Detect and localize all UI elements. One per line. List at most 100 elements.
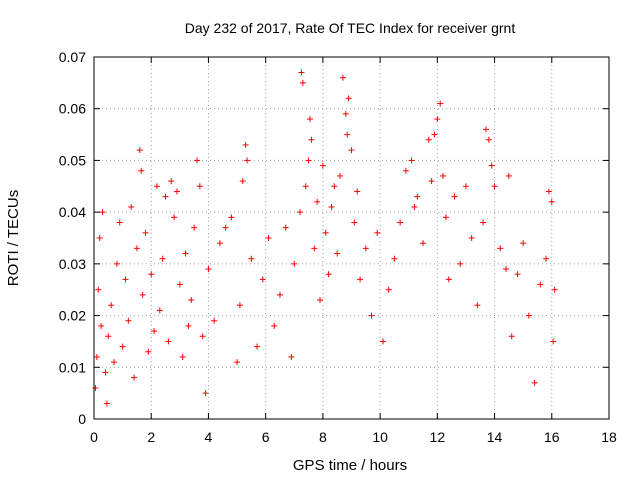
data-point [96, 235, 103, 241]
x-tick-label: 8 [319, 429, 327, 445]
data-point [244, 157, 251, 164]
data-point [299, 79, 306, 86]
data-point [537, 281, 544, 288]
data-point [342, 110, 349, 117]
data-point [194, 157, 200, 164]
data-point [111, 359, 118, 366]
data-point [122, 276, 129, 283]
data-point [451, 193, 458, 200]
data-point [420, 240, 427, 247]
data-point [331, 183, 338, 190]
data-point [497, 245, 504, 252]
data-point [136, 147, 143, 154]
data-point [503, 266, 509, 273]
x-tick-label: 2 [147, 429, 155, 445]
data-point [354, 188, 361, 195]
data-point [325, 271, 332, 278]
data-point [222, 224, 229, 231]
data-point [411, 203, 418, 210]
data-point [434, 116, 441, 123]
data-point [462, 183, 469, 190]
data-point [179, 353, 186, 360]
data-point [357, 276, 364, 283]
data-point [116, 219, 123, 226]
data-point [457, 260, 464, 267]
data-point [173, 188, 180, 195]
data-point [125, 317, 132, 324]
data-point [348, 147, 355, 154]
y-tick-label: 0.06 [59, 101, 86, 117]
data-point [265, 235, 272, 241]
data-point [374, 229, 381, 236]
data-point [397, 219, 404, 226]
data-point [339, 74, 346, 81]
data-point [311, 245, 318, 252]
data-point [228, 214, 235, 221]
plot-frame [93, 56, 610, 420]
data-point [414, 193, 421, 200]
data-point [328, 203, 335, 210]
data-point [291, 260, 298, 267]
data-point [298, 69, 305, 76]
data-point [545, 188, 552, 195]
data-point [242, 141, 249, 148]
y-axis-title: ROTI / TECUs [5, 190, 22, 286]
data-point [305, 157, 312, 164]
data-point [176, 281, 183, 288]
data-point [234, 359, 241, 366]
data-point [337, 172, 344, 179]
data-point [351, 219, 358, 226]
data-point [259, 276, 266, 283]
data-point [514, 271, 521, 278]
data-point [95, 286, 102, 293]
axis-ticks: 0 2 4 6 8 10 12 14 16 18 0 0.01 0.02 0.03 0.04 0.05 0.06… [59, 49, 617, 445]
data-point [282, 224, 289, 231]
data-point [113, 260, 120, 267]
data-point [543, 255, 550, 262]
data-point [185, 322, 192, 329]
data-point [431, 131, 438, 138]
data-point [276, 291, 283, 298]
data-point [322, 229, 329, 236]
data-point [385, 286, 392, 293]
data-point [103, 400, 110, 407]
data-point [156, 307, 163, 314]
data-point [317, 297, 324, 304]
grid-lines [94, 57, 609, 419]
data-point [188, 297, 195, 304]
data-point [119, 343, 126, 350]
data-point [145, 348, 152, 355]
data-point [102, 369, 109, 376]
data-point [131, 374, 138, 381]
data-point [362, 245, 369, 252]
data-point [254, 343, 261, 350]
data-point [216, 240, 223, 247]
data-point [92, 384, 99, 391]
data-point [162, 193, 169, 200]
y-tick-label: 0.05 [59, 152, 86, 168]
data-point [308, 136, 315, 143]
data-point [505, 172, 512, 179]
x-tick-label: 6 [262, 429, 270, 445]
x-tick-label: 10 [372, 429, 388, 445]
data-point [408, 157, 415, 164]
data-point [314, 198, 321, 205]
x-tick-label: 18 [601, 429, 617, 445]
data-point [550, 338, 557, 345]
y-tick-label: 0 [78, 411, 86, 427]
x-axis-title: GPS time / hours [293, 457, 407, 474]
data-point [345, 95, 352, 102]
x-tick-label: 12 [430, 429, 446, 445]
data-point [531, 379, 538, 386]
data-point [98, 322, 105, 329]
data-point [368, 312, 375, 319]
data-point [297, 209, 303, 216]
data-point [168, 178, 175, 185]
data-point [307, 116, 314, 123]
data-point [302, 183, 309, 190]
data-point [520, 240, 527, 247]
y-tick-label: 0.07 [59, 49, 86, 65]
y-tick-label: 0.02 [59, 308, 86, 324]
data-point [474, 302, 481, 309]
